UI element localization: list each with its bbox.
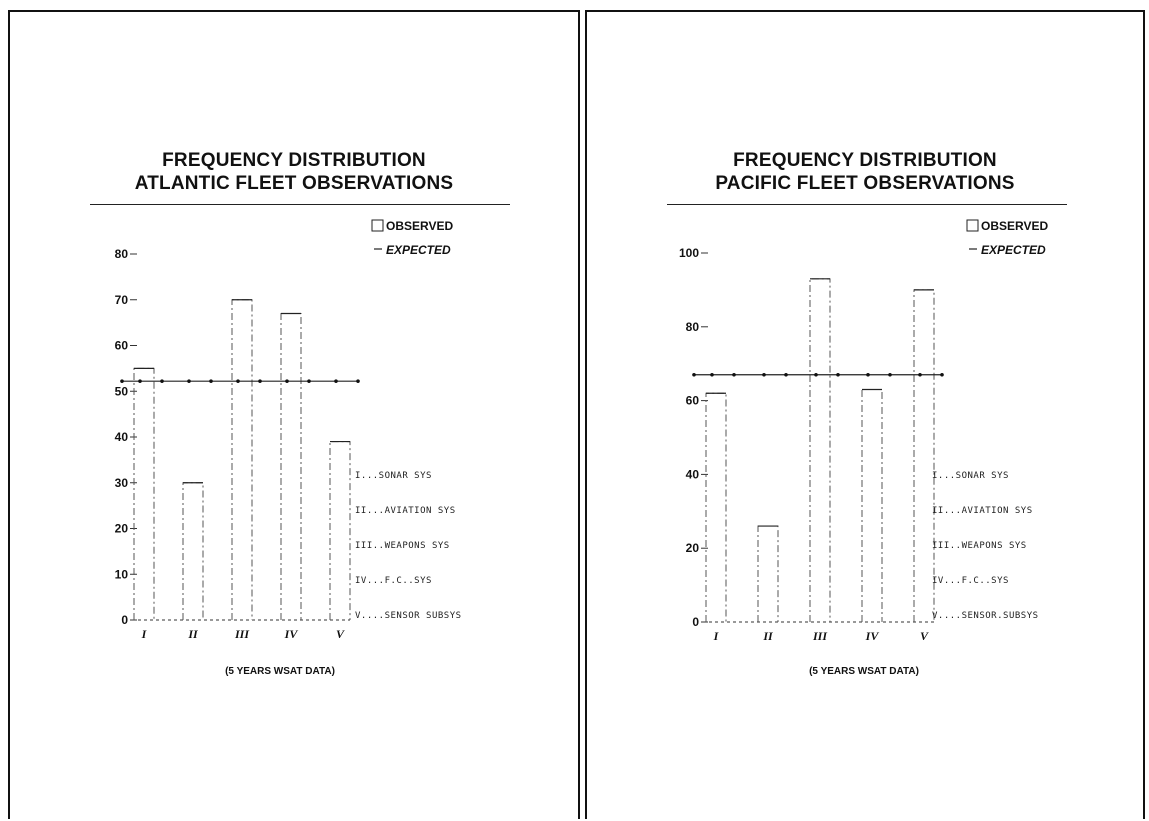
- y-tick-label: 100: [679, 246, 699, 260]
- atlantic-title-rule: [90, 204, 510, 205]
- expected-point: [258, 379, 262, 383]
- y-tick-label: 20: [115, 522, 129, 536]
- atlantic-title-line2: ATLANTIC FLEET OBSERVATIONS: [134, 173, 454, 194]
- observed-bar: [329, 441, 351, 620]
- x-category-label: IV: [284, 627, 299, 641]
- category-key-entry: II...AVIATION SYS: [355, 506, 456, 516]
- expected-point: [160, 379, 164, 383]
- y-tick-label: 20: [686, 541, 700, 555]
- y-tick-label: 10: [115, 567, 129, 581]
- expected-point: [940, 372, 944, 377]
- observed-bar: [280, 312, 302, 620]
- pacific-panel: FREQUENCY DISTRIBUTION PACIFIC FLEET OBS…: [585, 10, 1145, 819]
- category-key-entry: IV...F.C..SYS: [932, 576, 1009, 586]
- x-category-label: IV: [865, 629, 880, 643]
- x-category-label: III: [812, 629, 828, 643]
- x-category-label: I: [713, 629, 720, 643]
- y-tick-label: 40: [115, 430, 129, 444]
- category-key-entry: I...SONAR SYS: [355, 471, 432, 481]
- expected-point: [138, 379, 142, 383]
- category-key-entry: II...AVIATION SYS: [932, 506, 1033, 516]
- y-tick-label: 40: [686, 467, 700, 481]
- expected-point: [692, 372, 696, 377]
- atlantic-title: FREQUENCY DISTRIBUTION ATLANTIC FLEET OB…: [10, 149, 578, 195]
- y-tick-label: 0: [692, 615, 699, 629]
- y-tick-label: 0: [121, 613, 128, 627]
- x-category-label: II: [762, 629, 774, 643]
- footnote: (5 YEARS WSAT DATA): [809, 666, 919, 677]
- y-tick-label: 80: [115, 247, 129, 261]
- category-key-entry: III..WEAPONS SYS: [932, 541, 1027, 551]
- expected-point: [285, 379, 289, 383]
- y-tick-label: 60: [115, 339, 129, 353]
- expected-point: [120, 379, 124, 383]
- observed-bar: [809, 278, 831, 622]
- observed-bar: [913, 289, 935, 622]
- category-key-entry: IV...F.C..SYS: [355, 576, 432, 586]
- expected-point: [732, 372, 736, 377]
- observed-bar: [182, 482, 204, 620]
- pacific-title: FREQUENCY DISTRIBUTION PACIFIC FLEET OBS…: [587, 149, 1143, 195]
- x-category-label: V: [920, 629, 929, 643]
- legend-observed-swatch: [371, 219, 384, 232]
- expected-point: [784, 372, 788, 377]
- category-key-entry: V....SENSOR.SUBSYS: [932, 611, 1039, 621]
- legend-expected-label: EXPECTED: [386, 243, 451, 257]
- observed-bar: [861, 389, 883, 622]
- y-tick-label: 70: [115, 293, 129, 307]
- pacific-title-line1: FREQUENCY DISTRIBUTION: [733, 150, 997, 171]
- x-category-label: III: [234, 627, 250, 641]
- pacific-title-rule: [667, 204, 1067, 205]
- expected-point: [334, 379, 338, 383]
- expected-point: [356, 379, 360, 383]
- expected-point: [307, 379, 311, 383]
- legend-observed-swatch: [966, 219, 979, 232]
- expected-point: [236, 379, 240, 383]
- observed-bar: [231, 299, 253, 620]
- observed-bar: [757, 525, 779, 622]
- x-category-label: V: [336, 627, 345, 641]
- observed-bar: [705, 392, 727, 622]
- category-key-entry: I...SONAR SYS: [932, 471, 1009, 481]
- expected-point: [918, 372, 922, 377]
- observed-bar: [133, 367, 155, 620]
- expected-point: [710, 372, 714, 377]
- category-key-entry: V....SENSOR SUBSYS: [355, 611, 462, 621]
- pacific-title-line2: PACIFIC FLEET OBSERVATIONS: [715, 173, 1015, 194]
- expected-point: [836, 372, 840, 377]
- footnote: (5 YEARS WSAT DATA): [225, 666, 335, 677]
- expected-point: [209, 379, 213, 383]
- y-tick-label: 50: [115, 384, 129, 398]
- expected-point: [888, 372, 892, 377]
- y-tick-label: 60: [686, 394, 700, 408]
- x-category-label: II: [187, 627, 199, 641]
- expected-point: [187, 379, 191, 383]
- expected-point: [866, 372, 870, 377]
- atlantic-panel: FREQUENCY DISTRIBUTION ATLANTIC FLEET OB…: [8, 10, 580, 819]
- atlantic-title-line1: FREQUENCY DISTRIBUTION: [162, 150, 426, 171]
- y-tick-label: 80: [686, 320, 700, 334]
- x-category-label: I: [141, 627, 148, 641]
- expected-point: [762, 372, 766, 377]
- legend-observed-label: OBSERVED: [981, 219, 1048, 233]
- category-key-entry: III..WEAPONS SYS: [355, 541, 450, 551]
- expected-point: [814, 372, 818, 377]
- y-tick-label: 30: [115, 476, 129, 490]
- legend-expected-label: EXPECTED: [981, 243, 1046, 257]
- legend-observed-label: OBSERVED: [386, 219, 453, 233]
